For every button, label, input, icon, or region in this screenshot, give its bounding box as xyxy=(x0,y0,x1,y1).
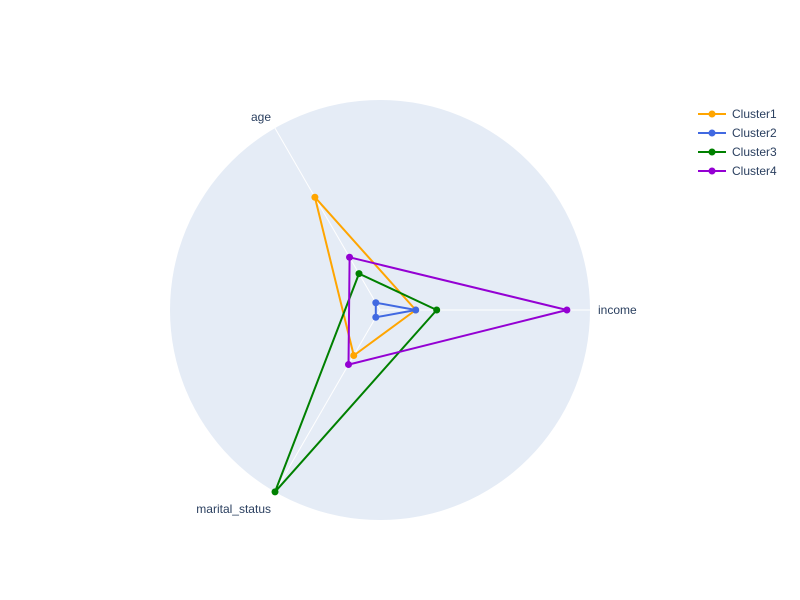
legend-swatch-marker xyxy=(708,110,716,118)
series-line-Cluster1 xyxy=(313,196,417,357)
legend-swatch-marker xyxy=(708,129,716,137)
series-line-Cluster4 xyxy=(347,256,568,366)
legend-label: Cluster3 xyxy=(732,145,777,159)
point-Cluster2-income[interactable] xyxy=(412,306,420,314)
point-Cluster1-age[interactable] xyxy=(311,193,319,201)
legend-item-Cluster4[interactable]: Cluster4 xyxy=(698,164,777,178)
legend-swatch-marker xyxy=(708,167,716,175)
legend-label: Cluster1 xyxy=(732,107,777,121)
axis-label-age: age xyxy=(251,110,271,124)
point-Cluster4-marital_status[interactable] xyxy=(345,361,352,369)
point-Cluster4-income[interactable] xyxy=(563,306,571,314)
series-line-Cluster2 xyxy=(374,301,417,319)
legend-item-Cluster1[interactable]: Cluster1 xyxy=(698,107,777,121)
series-Cluster3 xyxy=(271,270,441,496)
point-Cluster1-marital_status[interactable] xyxy=(350,351,358,359)
axis-label-income: income xyxy=(598,303,637,317)
series-Cluster4 xyxy=(345,253,571,369)
spoke-age xyxy=(274,127,381,311)
point-Cluster3-income[interactable] xyxy=(433,306,441,314)
series-line-Cluster3 xyxy=(274,272,438,493)
point-Cluster3-marital_status[interactable] xyxy=(271,488,279,496)
point-Cluster2-age[interactable] xyxy=(372,299,380,307)
point-Cluster3-age[interactable] xyxy=(355,270,363,278)
point-Cluster4-age[interactable] xyxy=(346,253,354,261)
spoke-marital_status xyxy=(274,309,381,493)
legend[interactable]: Cluster1 Cluster2 Cluster3 Cluster4 xyxy=(698,107,777,178)
legend-item-Cluster3[interactable]: Cluster3 xyxy=(698,145,777,159)
point-Cluster2-marital_status[interactable] xyxy=(372,313,380,321)
legend-label: Cluster4 xyxy=(732,164,777,178)
legend-item-Cluster2[interactable]: Cluster2 xyxy=(698,126,777,140)
legend-label: Cluster2 xyxy=(732,126,777,140)
axis-labels: income age marital_status xyxy=(196,110,637,516)
series-layer xyxy=(271,193,571,496)
legend-swatch-marker xyxy=(708,148,716,156)
axis-label-marital_status: marital_status xyxy=(196,502,271,516)
series-Cluster2 xyxy=(372,299,420,321)
